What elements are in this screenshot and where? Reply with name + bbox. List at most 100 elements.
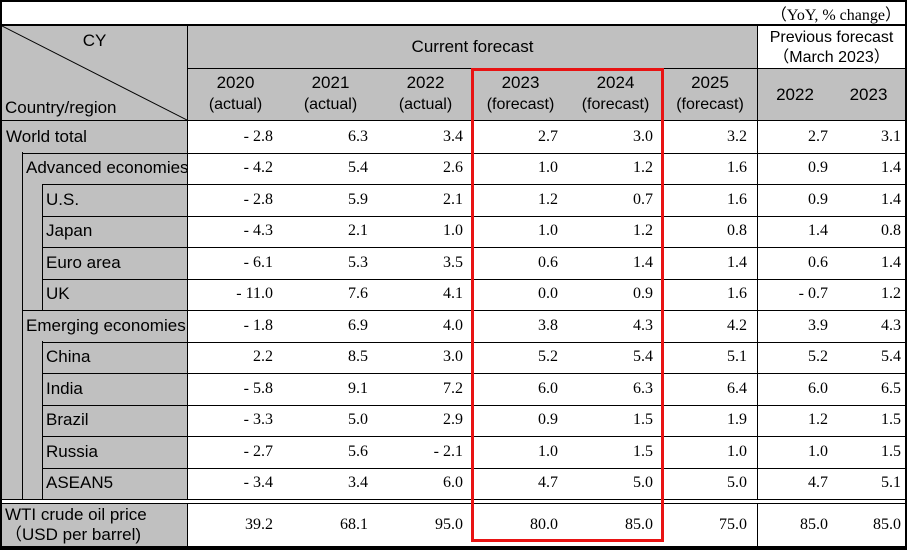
row-label: U.S. xyxy=(2,184,188,216)
wti-label-line1: WTI crude oil price xyxy=(5,505,147,524)
row-label: Advanced economies xyxy=(2,152,188,184)
value-cell: - 4.3 xyxy=(188,215,283,247)
table-row: ASEAN5 - 3.4 3.4 6.0 4.7 5.0 5.0 4.7 5.1 xyxy=(2,467,905,499)
table: CY Country/region Current forecast Previ… xyxy=(2,24,905,546)
corner-label-country-region: Country/region xyxy=(5,98,117,117)
value-cell: 1.4 xyxy=(758,215,832,247)
value-cell: 3.8 xyxy=(473,310,568,342)
value-cell: 2.1 xyxy=(378,184,473,216)
value-cell: - 11.0 xyxy=(188,278,283,310)
value-cell: 2.6 xyxy=(378,152,473,184)
year-header-row: 2020 (actual) 2021 (actual) 2022 (actual) 2023… xyxy=(188,69,905,120)
row-divider xyxy=(42,373,905,374)
value-cell: - 0.7 xyxy=(758,278,832,310)
row-label: UK xyxy=(2,278,188,310)
value-cell: 2.7 xyxy=(758,121,832,153)
row-divider xyxy=(22,310,905,311)
value-cell: 75.0 xyxy=(663,504,758,546)
prev-year-header: 2022 xyxy=(776,84,814,104)
row-divider xyxy=(42,436,905,437)
year-status-label: (forecast) xyxy=(581,96,650,113)
value-cell: 2.9 xyxy=(378,404,473,436)
value-cell: 2.7 xyxy=(473,121,568,153)
year-status-label: (forecast) xyxy=(486,96,555,113)
table-row: Russia - 2.7 5.6- 2.1 1.0 1.5 1.0 1.0 1.5 xyxy=(2,436,905,468)
value-cell: - 2.7 xyxy=(188,436,283,468)
value-cell: 3.4 xyxy=(283,467,378,499)
value-cell: 6.3 xyxy=(283,121,378,153)
row-divider xyxy=(42,215,905,217)
indent-guide-line xyxy=(22,152,23,499)
value-cell: - 6.1 xyxy=(188,247,283,279)
wti-row: WTI crude oil price （USD per barrel) 39.… xyxy=(2,503,905,546)
unit-note: （YoY, % change） xyxy=(770,7,901,24)
header-group-row: Current forecast Previous forecast （Marc… xyxy=(188,26,905,69)
value-cell: 85.0 xyxy=(568,504,663,546)
row-divider xyxy=(22,152,905,154)
row-label: World total xyxy=(2,121,188,153)
value-cell: 1.2 xyxy=(758,404,832,436)
year-status-label: (actual) xyxy=(303,96,358,113)
value-cell: 8.5 xyxy=(283,341,378,373)
table-row: Japan - 4.3 2.1 1.0 1.0 1.2 0.8 1.4 0.8 xyxy=(2,215,905,247)
value-cell: 0.8 xyxy=(663,215,758,247)
value-cell: 68.1 xyxy=(283,504,378,546)
previous-forecast-line1: Previous forecast xyxy=(769,29,894,46)
value-cell: 1.6 xyxy=(663,152,758,184)
year-label: 2022 xyxy=(406,73,445,92)
value-cell: 6.9 xyxy=(283,310,378,342)
wti-label: WTI crude oil price （USD per barrel) xyxy=(2,504,188,546)
corner-cell: CY Country/region xyxy=(2,26,188,120)
value-cell: 1.4 xyxy=(832,184,905,216)
value-cell: 5.0 xyxy=(283,404,378,436)
row-divider xyxy=(42,341,905,343)
value-cell: 5.4 xyxy=(283,152,378,184)
year-label: 2020 xyxy=(216,73,255,92)
value-cell: 4.1 xyxy=(378,278,473,310)
value-cell: 1.4 xyxy=(832,247,905,279)
value-cell: 1.0 xyxy=(663,436,758,468)
value-cell: 1.0 xyxy=(378,215,473,247)
table-row: World total - 2.8 6.3 3.4 2.7 3.0 3.2 2.7 3.1 xyxy=(2,121,905,153)
value-cell: 1.5 xyxy=(832,436,905,468)
value-cell: 1.4 xyxy=(832,152,905,184)
year-label: 2023 xyxy=(501,73,540,92)
table-row: Emerging economies - 1.8 6.9 4.0 3.8 4.3 4.2 3… xyxy=(2,310,905,342)
value-cell: 3.0 xyxy=(378,341,473,373)
value-cell: - 2.8 xyxy=(188,184,283,216)
value-cell: 1.0 xyxy=(758,436,832,468)
year-status-label: (actual) xyxy=(208,96,263,113)
value-cell: 0.9 xyxy=(758,152,832,184)
row-label: Japan xyxy=(2,215,188,247)
value-cell: 5.4 xyxy=(568,341,663,373)
wti-label-line2: （USD per barrel) xyxy=(5,525,142,544)
value-cell: 5.1 xyxy=(663,341,758,373)
row-divider xyxy=(42,467,905,469)
previous-forecast-header: Previous forecast （March 2023） xyxy=(758,26,905,68)
year-label: 2024 xyxy=(596,73,635,92)
value-cell: 0.9 xyxy=(473,404,568,436)
value-cell: 1.2 xyxy=(832,278,905,310)
value-cell: 85.0 xyxy=(832,504,905,546)
value-cell: 1.0 xyxy=(473,215,568,247)
value-cell: 5.2 xyxy=(758,341,832,373)
table-body: World total - 2.8 6.3 3.4 2.7 3.0 3.2 2.7 3.1 A… xyxy=(2,120,905,500)
value-cell: 3.5 xyxy=(378,247,473,279)
row-label: Brazil xyxy=(2,404,188,436)
value-cell: 3.4 xyxy=(378,121,473,153)
row-label: India xyxy=(2,373,188,405)
value-cell: 5.2 xyxy=(473,341,568,373)
value-cell: 4.0 xyxy=(378,310,473,342)
table-row: Euro area - 6.1 5.3 3.5 0.6 1.4 1.4 0.6 1.4 xyxy=(2,247,905,279)
value-cell: 3.1 xyxy=(832,121,905,153)
table-header: CY Country/region Current forecast Previ… xyxy=(2,26,905,120)
row-divider xyxy=(42,184,905,185)
table-row: UK - 11.0 7.6 4.1 0.0 0.9 1.6- 0.7 1.2 xyxy=(2,278,905,310)
value-cell: 4.2 xyxy=(663,310,758,342)
previous-forecast-line2: （March 2023） xyxy=(773,49,890,66)
value-cell: 6.0 xyxy=(758,373,832,405)
year-status-label: (forecast) xyxy=(676,96,744,113)
value-cell: 7.2 xyxy=(378,373,473,405)
value-cell: - 5.8 xyxy=(188,373,283,405)
